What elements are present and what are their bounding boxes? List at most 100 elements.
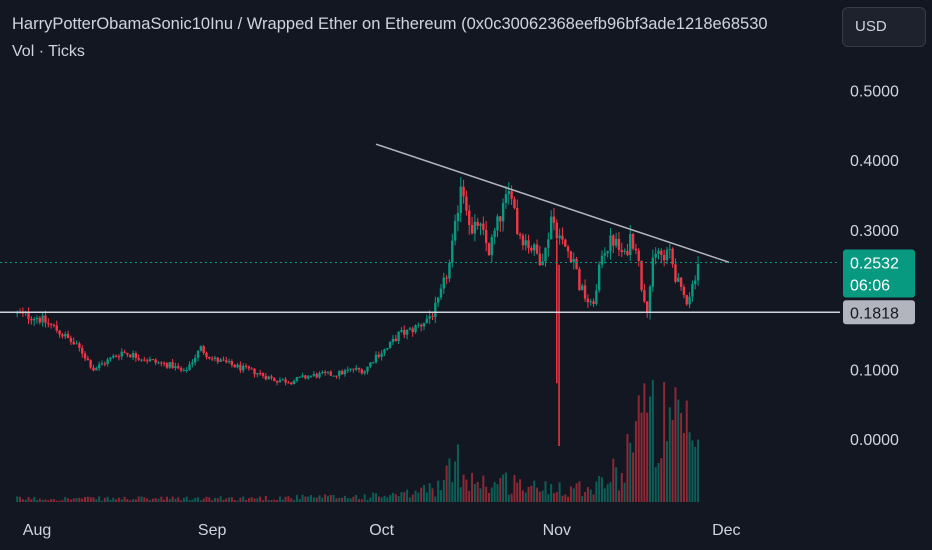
candle-body (600, 255, 604, 265)
volume-bar (530, 485, 533, 502)
candle-body (112, 355, 115, 358)
candle-body (420, 324, 423, 327)
candle-body (287, 382, 290, 384)
volume-bar (98, 496, 101, 502)
candle-body (205, 352, 208, 357)
candle-body (236, 364, 239, 368)
volume-bar (168, 499, 171, 502)
volume-bar (338, 497, 341, 502)
volume-bar (188, 500, 191, 502)
candle-body (233, 364, 236, 368)
volume-bar (115, 499, 118, 502)
candle-body (315, 373, 318, 378)
candle-body (405, 329, 409, 335)
volume-bar (694, 446, 697, 502)
volume-bar (358, 498, 361, 502)
y-tick-label: 0.5000 (850, 84, 899, 101)
volume-bar (581, 495, 584, 502)
candle-body (332, 375, 335, 377)
candle-body (510, 191, 513, 200)
volume-bar (609, 482, 612, 502)
candle-body (109, 357, 112, 360)
candle-body (394, 338, 397, 342)
volume-bar (680, 413, 683, 502)
candle-body (592, 301, 595, 304)
candle-body (634, 248, 638, 251)
candle-body (586, 298, 590, 303)
volume-bar (654, 467, 657, 502)
volume-bar (146, 498, 149, 502)
candle-body (566, 246, 570, 252)
volume-bar (536, 487, 539, 502)
candle-body (32, 318, 36, 321)
candle-body (154, 359, 157, 363)
volume-bar (389, 495, 392, 502)
volume-bar (544, 481, 547, 502)
currency-selector[interactable]: USD (842, 7, 926, 47)
volume-bar (163, 499, 166, 502)
volume-bar (533, 480, 536, 502)
volume-bar (143, 497, 146, 502)
candle-body (129, 354, 132, 358)
volume-bar (24, 499, 27, 502)
volume-bar (312, 497, 315, 502)
candle-body (349, 368, 352, 370)
x-tick-label: Sep (198, 522, 227, 539)
candle-body (682, 286, 686, 296)
candle-body (386, 347, 389, 350)
candle-body (374, 354, 378, 363)
candle-body (552, 216, 556, 223)
candle-body (227, 361, 231, 363)
level-price-tag: 0.1818 (843, 300, 915, 325)
candle-body (75, 343, 78, 345)
volume-bar (524, 492, 527, 502)
volume-bar (386, 497, 389, 502)
volume-bar (346, 498, 349, 502)
volume-bar (408, 497, 411, 502)
volume-bar (236, 500, 239, 502)
volume-bar (564, 494, 567, 502)
candle-body (462, 186, 465, 197)
candle-body (143, 359, 146, 361)
candle-body (425, 318, 429, 324)
volume-bar (61, 499, 64, 502)
volume-bar (295, 494, 298, 502)
volume-bar (120, 499, 123, 502)
candle-body (69, 338, 73, 342)
candle-body (256, 373, 259, 375)
candle-body (301, 375, 304, 377)
volume-bar (428, 483, 431, 502)
candle-body (487, 243, 491, 256)
trendline[interactable] (375, 143, 730, 264)
volume-bar (439, 490, 442, 502)
candle-body (651, 257, 655, 287)
volume-bar (527, 486, 530, 502)
x-tick-label: Nov (543, 522, 571, 539)
volume-bar (451, 482, 454, 502)
candle-body (174, 366, 177, 368)
volume-bar (521, 490, 524, 502)
volume-bar (366, 499, 369, 502)
candle-body (188, 364, 191, 371)
volume-bar (606, 484, 609, 502)
candle-body (377, 354, 381, 357)
candle-body (391, 338, 395, 343)
volume-bar (626, 433, 629, 502)
volume-bar (657, 463, 660, 502)
volume-bar (510, 493, 513, 502)
candle-body (295, 377, 299, 381)
volume-bar (352, 496, 355, 502)
candle-body (629, 233, 632, 256)
volume-bar (519, 479, 522, 502)
volume-bar (598, 475, 601, 502)
volume-bar (601, 477, 603, 502)
candle-body (369, 362, 372, 367)
volume-bar (603, 488, 606, 502)
volume-bar (293, 500, 296, 502)
candle-body (95, 368, 98, 371)
volume-bar (267, 500, 270, 502)
candle-body (366, 366, 369, 372)
volume-bar (383, 495, 386, 502)
candle-body (612, 235, 615, 246)
